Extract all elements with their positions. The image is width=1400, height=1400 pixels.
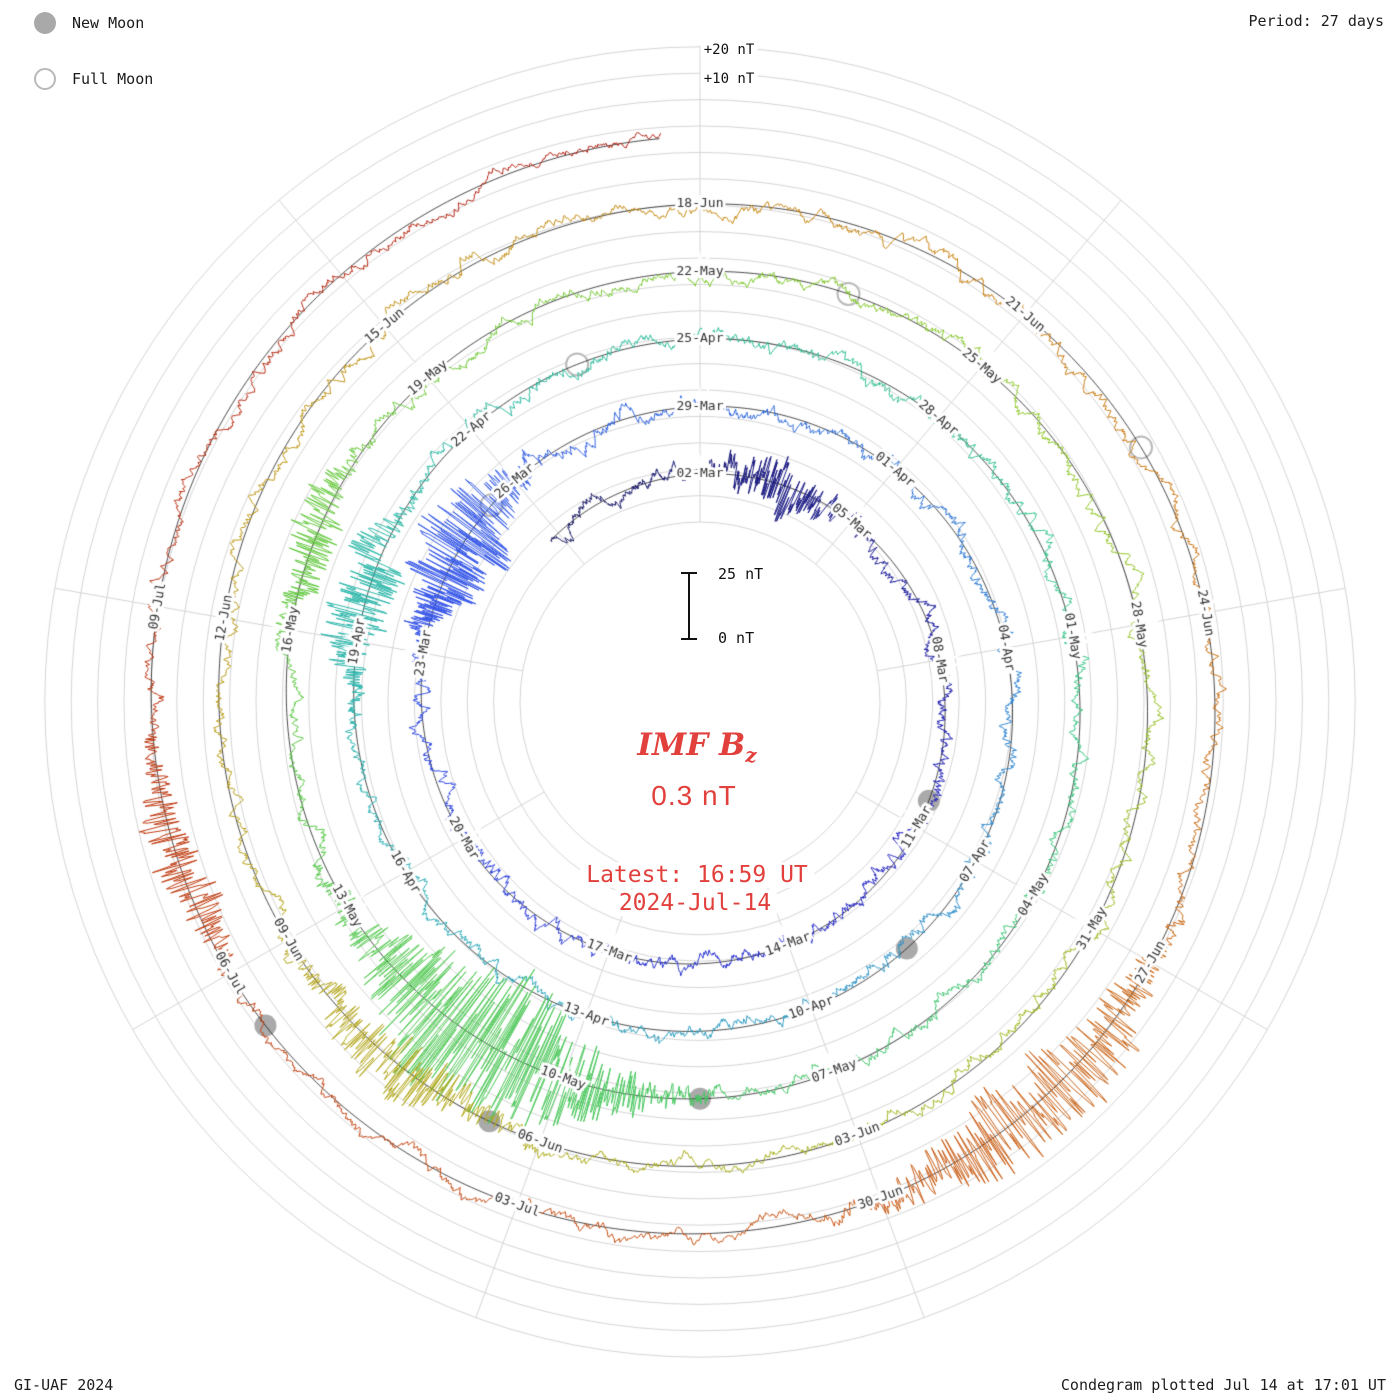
latest-date: 2024-Jul-14: [612, 890, 778, 916]
latest-value: 0.3 nT: [645, 780, 743, 812]
credit-label: GI-UAF 2024: [14, 1376, 114, 1394]
new-moon-icon: [34, 12, 56, 34]
period-label: Period: 27 days: [1248, 12, 1384, 30]
legend-full-moon-label: Full Moon: [72, 70, 154, 88]
scale-bar-top-label: 25 nT: [716, 565, 766, 583]
chart-title-subscript: z: [745, 743, 757, 768]
scale-bar-cap-bottom: [681, 638, 697, 640]
radial-tick-10nt: +10 nT: [700, 71, 758, 87]
plotted-timestamp: Condegram plotted Jul 14 at 17:01 UT: [1060, 1376, 1386, 1394]
scale-bar-cap-top: [681, 572, 697, 574]
full-moon-icon: [34, 68, 56, 90]
scale-bar: [688, 573, 690, 639]
chart-title-text: IMF B: [637, 726, 746, 763]
chart-title: IMF Bz: [631, 726, 763, 768]
latest-time: Latest: 16:59 UT: [580, 862, 814, 888]
legend-new-moon: New Moon: [34, 12, 144, 34]
legend-full-moon: Full Moon: [34, 68, 153, 90]
scale-bar-bottom-label: 0 nT: [716, 629, 757, 647]
legend-new-moon-label: New Moon: [72, 14, 145, 32]
radial-tick-20nt: +20 nT: [700, 42, 758, 58]
